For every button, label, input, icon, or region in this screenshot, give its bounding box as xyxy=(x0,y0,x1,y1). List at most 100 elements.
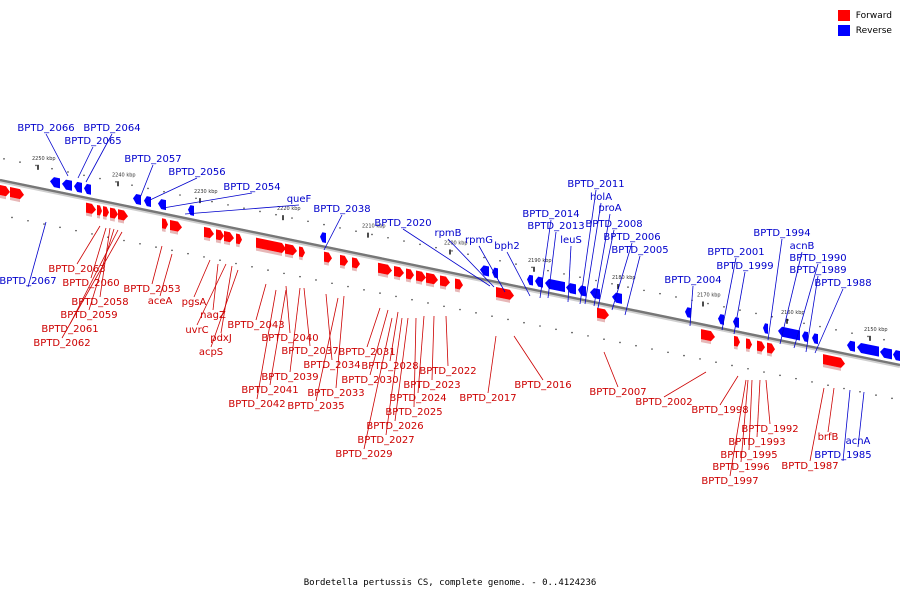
minor-tick xyxy=(723,306,725,308)
reverse-gene xyxy=(62,179,72,191)
minor-tick xyxy=(459,308,461,311)
minor-tick xyxy=(595,279,597,282)
gene-shadow xyxy=(340,264,345,269)
leader-line xyxy=(663,371,707,398)
leader-line xyxy=(767,238,783,341)
minor-tick xyxy=(155,246,157,248)
forward-gene xyxy=(224,231,234,243)
gene-label: BPTD_2062 xyxy=(33,338,90,349)
minor-tick xyxy=(531,266,533,269)
minor-tick xyxy=(11,216,13,219)
minor-tick xyxy=(235,262,237,265)
minor-tick xyxy=(651,348,653,350)
gene-shadow xyxy=(746,348,750,353)
reverse-gene xyxy=(133,193,141,205)
gene-label: BPTD_2014 xyxy=(522,209,579,220)
minor-tick xyxy=(763,371,765,373)
leader-line xyxy=(413,317,417,408)
leader-line xyxy=(323,214,343,251)
leader-line xyxy=(431,315,435,381)
gene-label: BPTD_2006 xyxy=(603,232,660,243)
leader-line xyxy=(77,146,94,179)
leader-line xyxy=(478,245,506,293)
leader-line xyxy=(748,379,753,451)
minor-tick xyxy=(171,249,173,252)
reverse-gene xyxy=(893,350,900,361)
gene-label: BPTD_2031 xyxy=(338,347,395,358)
leader-line xyxy=(506,251,531,297)
leader-line xyxy=(220,265,233,334)
gene-label: BPTD_1996 xyxy=(712,462,769,473)
minor-tick xyxy=(83,174,85,177)
minor-tick xyxy=(675,296,677,298)
leader-line xyxy=(45,133,69,177)
forward-gene xyxy=(496,286,514,300)
gene-label: holA xyxy=(590,192,612,203)
gene-label: bph2 xyxy=(494,241,519,252)
gene-label: BPTD_2022 xyxy=(419,366,476,377)
reverse-gene xyxy=(527,274,533,286)
gene-label: BPTD_1988 xyxy=(814,278,871,289)
gene-label: pdxJ xyxy=(210,333,232,344)
minor-tick xyxy=(539,325,541,327)
gene-shadow xyxy=(496,296,510,303)
minor-tick xyxy=(603,338,605,340)
minor-tick xyxy=(827,384,829,387)
minor-tick xyxy=(315,279,317,281)
reverse-gene xyxy=(685,307,691,319)
forward-gene xyxy=(299,246,305,258)
minor-tick xyxy=(51,167,53,170)
minor-tick xyxy=(643,289,645,292)
gene-label: BPTD_2063 xyxy=(48,264,105,275)
kbp-tick-label: 2160 kbp xyxy=(781,310,805,316)
minor-tick xyxy=(563,273,565,275)
kbp-ticks: 2250 kbp 2240 kbp 2230 kbp 2220 kbp 2210 kbp… xyxy=(32,156,888,341)
gene-label: BPTD_2066 xyxy=(17,123,74,134)
gene-label: BPTD_2027 xyxy=(357,435,414,446)
gene-layer xyxy=(0,177,900,371)
minor-tick xyxy=(451,250,453,252)
minor-tick xyxy=(699,358,701,360)
gene-label: BPTD_2054 xyxy=(223,182,280,193)
gene-label: BPTD_2029 xyxy=(335,449,392,460)
gene-label: leuS xyxy=(560,235,582,246)
leader-line xyxy=(385,317,403,436)
forward-gene xyxy=(734,335,740,347)
leader-line xyxy=(76,225,101,265)
leader-line xyxy=(417,315,425,394)
leader-line xyxy=(579,189,597,305)
minor-tick xyxy=(515,263,517,265)
forward-gene xyxy=(170,219,182,232)
forward-gene xyxy=(455,278,463,290)
minor-tick xyxy=(179,194,181,196)
minor-tick xyxy=(579,276,581,279)
gene-shadow xyxy=(170,229,178,235)
forward-gene xyxy=(256,237,286,253)
reverse-gene xyxy=(718,314,724,325)
minor-tick xyxy=(91,233,93,235)
kbp-tick-label: 2180 kbp xyxy=(612,275,636,281)
gene-label: BPTD_2002 xyxy=(635,397,692,408)
leader-line xyxy=(256,289,277,400)
leader-line xyxy=(857,391,865,448)
minor-tick xyxy=(307,220,309,223)
gene-label: BPTD_1989 xyxy=(789,265,846,276)
leader-line xyxy=(193,259,211,298)
gene-shadow xyxy=(10,197,20,203)
minor-tick xyxy=(323,223,325,226)
gene-label: queF xyxy=(287,194,312,205)
minor-tick xyxy=(811,381,813,383)
leader-line xyxy=(303,287,311,347)
forward-gene xyxy=(86,202,96,214)
gene-shadow xyxy=(256,247,282,256)
gene-label: BPTD_2043 xyxy=(227,320,284,331)
reverse-gene xyxy=(188,205,194,216)
gene-label: BPTD_2053 xyxy=(123,284,180,295)
kbp-tick-label: 2210 kbp xyxy=(362,224,386,230)
minor-tick xyxy=(667,351,669,354)
gene-shadow xyxy=(118,219,124,224)
strand-legend: Forward Reverse xyxy=(837,8,892,38)
leader-line xyxy=(289,287,301,373)
gene-shadow xyxy=(216,239,221,244)
minor-tick xyxy=(363,289,365,291)
